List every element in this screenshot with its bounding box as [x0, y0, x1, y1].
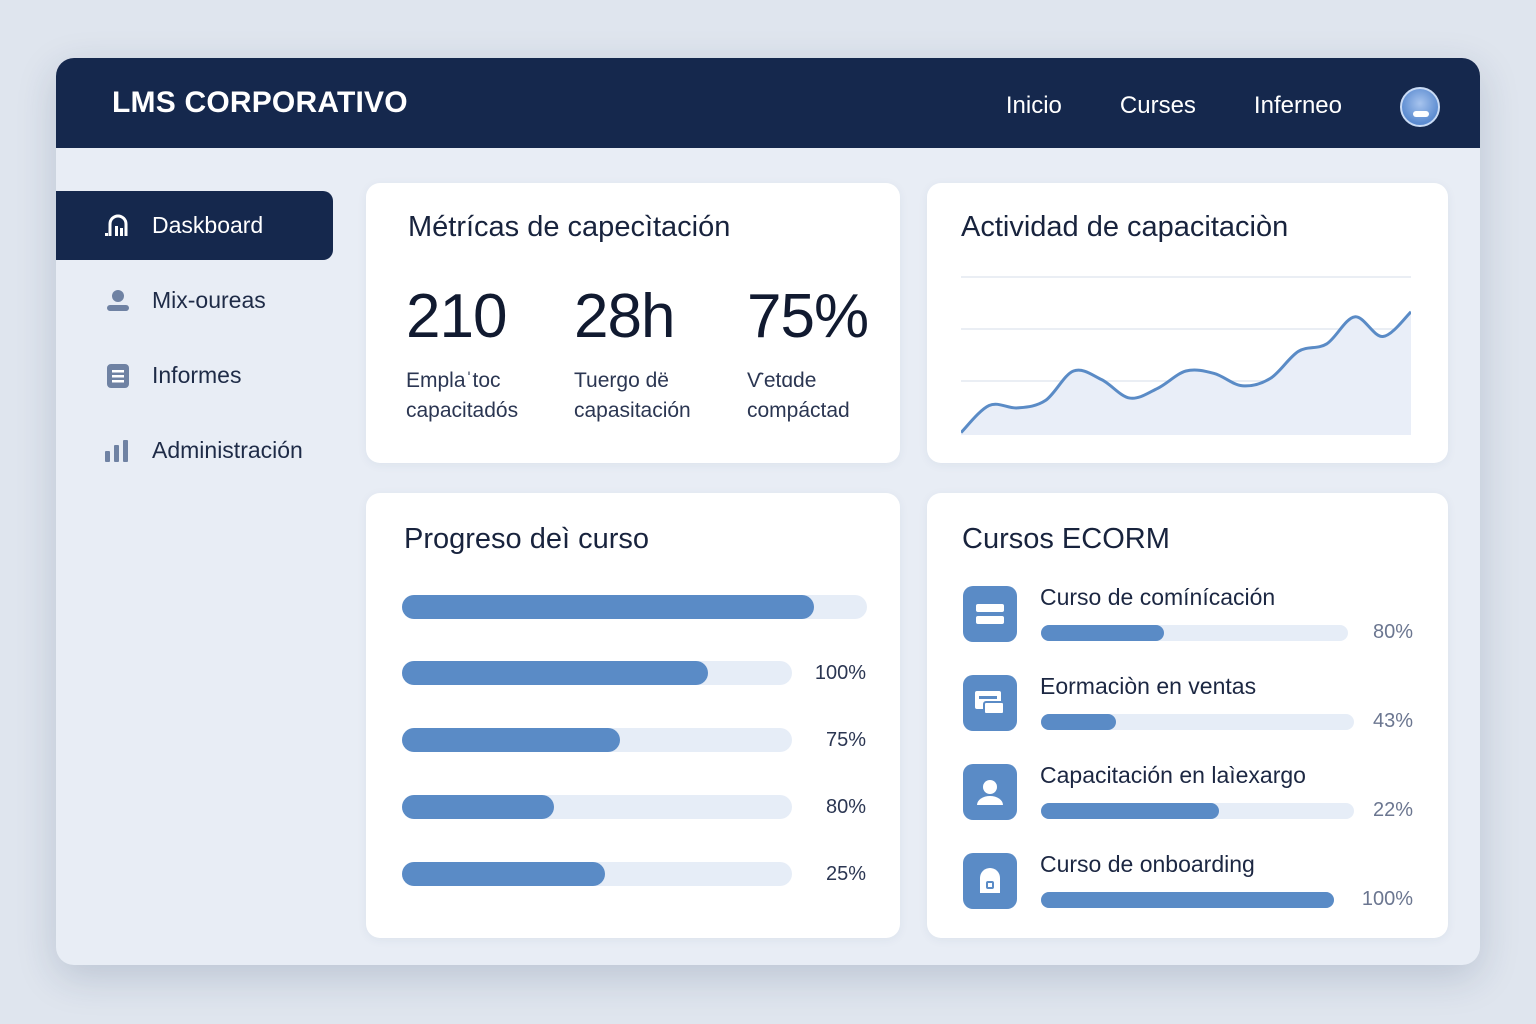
course-progress-track: [1041, 892, 1334, 908]
progress-bar-fill: [402, 862, 605, 886]
nav-link-inicio[interactable]: Inicio: [1005, 92, 1062, 119]
metric-completion: 75% Ѵetɑde compáctad: [747, 281, 887, 426]
course-percent-label: 100%: [1361, 888, 1413, 910]
course-progress-track: [1041, 803, 1354, 819]
course-percent-label: 80%: [1372, 621, 1413, 643]
metric-employees: 210 Emplaˈtoc capacitadós: [406, 281, 546, 426]
progress-percent-label: 80%: [825, 796, 866, 818]
lock-icon: [963, 853, 1017, 909]
progress-percent-label: 25%: [825, 863, 866, 885]
course-progress-fill: [1041, 625, 1164, 641]
progress-bar-fill: [402, 595, 814, 619]
metric-hours: 28h Tuergo dë capasitación: [574, 281, 714, 426]
brand-title: LMS CORPORATIVO: [112, 86, 408, 119]
cards-icon: [963, 675, 1017, 731]
course-name[interactable]: Curso de comínícación: [1040, 584, 1276, 610]
scorm-card: Cursos ECORM Curso de comínícación 80% Eor…: [927, 493, 1448, 938]
metric-value: 28h: [574, 282, 675, 351]
course-progress-track: [1041, 714, 1354, 730]
progress-bar-track: [402, 795, 792, 819]
activity-chart: [961, 276, 1411, 435]
nav-link-curses[interactable]: Curses: [1119, 92, 1196, 119]
progress-bar-track: [402, 661, 792, 685]
progress-bar-fill: [402, 728, 621, 752]
progress-bar-fill: [402, 661, 709, 685]
course-percent-label: 22%: [1372, 799, 1413, 821]
dashboard-icon: [104, 213, 132, 239]
top-navbar: LMS CORPORATIVO Inicio Curses Inferneo: [56, 58, 1480, 148]
course-name[interactable]: Capacitación en laìexargo: [1040, 762, 1306, 788]
course-progress-fill: [1041, 892, 1334, 908]
sidebar-item-label: Informes: [152, 362, 242, 388]
book-icon: [963, 586, 1017, 642]
metric-label: Ѵetɑde compáctad: [747, 369, 850, 422]
metrics-title: Métrícas de capecìtación: [408, 211, 731, 243]
course-percent-label: 43%: [1372, 710, 1413, 732]
metric-label: Tuergo dë capasitación: [574, 369, 691, 422]
progress-bar-track: [402, 595, 867, 619]
sidebar-item-label: Administración: [152, 437, 303, 463]
sidebar-item-label: Daskboard: [152, 212, 264, 238]
sidebar: Daskboard Mix-oureas Informes Administra…: [56, 191, 336, 491]
progress-bar-track: [402, 862, 792, 886]
app-window: LMS CORPORATIVO Inicio Curses Inferneo D…: [56, 58, 1480, 965]
metric-label: Emplaˈtoc capacitadós: [406, 369, 519, 422]
metric-value: 210: [406, 282, 507, 351]
activity-card: Actividad de capacitaciòn: [927, 183, 1448, 463]
document-icon: [104, 363, 132, 389]
progress-card: Progreso deì curso 100% 75% 80% 25%: [366, 493, 900, 938]
chart-area-fill: [961, 311, 1411, 435]
progress-percent-label: 100%: [814, 662, 866, 684]
person-icon: [963, 764, 1017, 820]
bar-chart-icon: [104, 438, 132, 464]
course-progress-track: [1041, 625, 1348, 641]
course-progress-fill: [1041, 714, 1117, 730]
progress-percent-label: 75%: [825, 729, 866, 751]
metric-value: 75%: [747, 282, 869, 351]
sidebar-item-administracion[interactable]: Administración: [56, 416, 336, 485]
scorm-title: Cursos ECORM: [962, 523, 1170, 555]
progress-title: Progreso deì curso: [404, 523, 650, 555]
course-name[interactable]: Eormaciòn en ventas: [1040, 673, 1257, 699]
sidebar-item-informes[interactable]: Informes: [56, 341, 336, 410]
progress-bar-track: [402, 728, 792, 752]
nav-link-inferneo[interactable]: Inferneo: [1253, 92, 1342, 119]
sidebar-item-label: Mix-oureas: [152, 287, 266, 313]
metrics-card: Métrícas de capecìtación 210 Emplaˈtoc c…: [366, 183, 900, 463]
sidebar-item-dashboard[interactable]: Daskboard: [56, 191, 333, 260]
user-icon: [104, 288, 132, 314]
course-name[interactable]: Curso de onboarding: [1040, 851, 1255, 877]
activity-title: Actividad de capacitaciòn: [961, 211, 1289, 243]
user-avatar[interactable]: [1400, 87, 1440, 127]
course-progress-fill: [1041, 803, 1220, 819]
top-nav: Inicio Curses Inferneo: [1006, 92, 1342, 120]
progress-bar-fill: [402, 795, 555, 819]
sidebar-item-mix-oureas[interactable]: Mix-oureas: [56, 266, 336, 335]
